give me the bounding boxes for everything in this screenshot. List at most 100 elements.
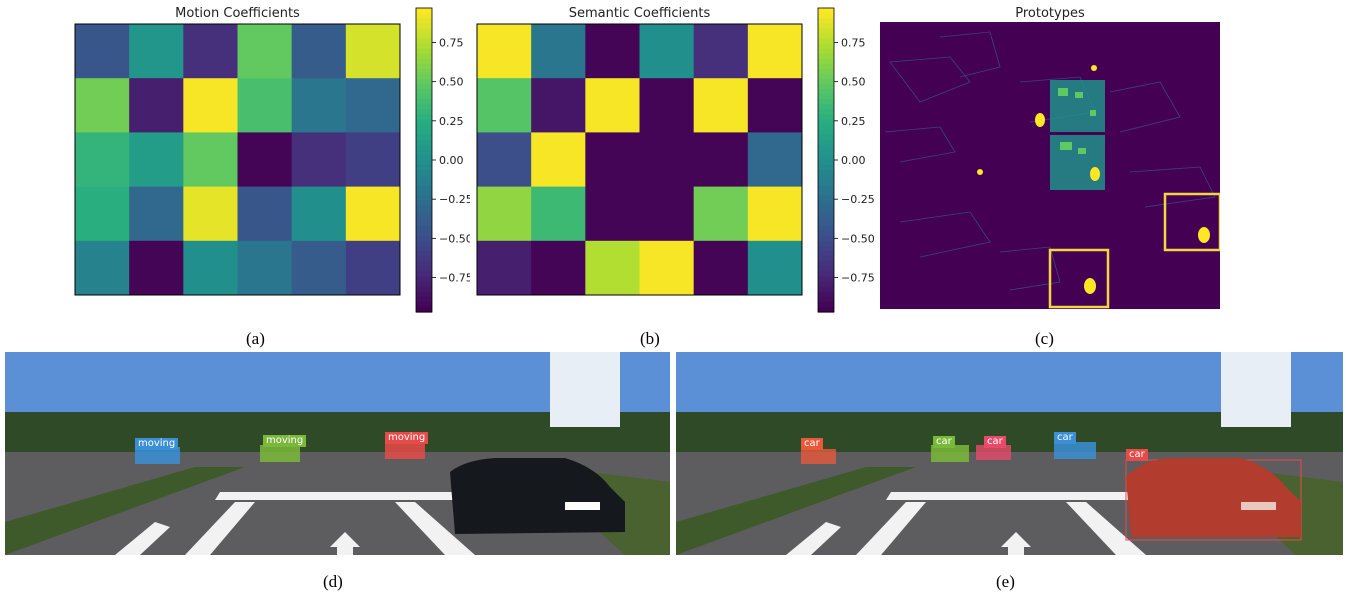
colorbar-segment: [416, 63, 432, 70]
moving-label: moving: [263, 435, 307, 447]
panel-a-title: Motion Coefficients: [175, 6, 300, 21]
colorbar-segment: [818, 33, 834, 39]
colorbar-segment: [818, 48, 834, 55]
heatmap-cell: [183, 132, 238, 188]
heatmap-cell: [345, 132, 401, 188]
heatmap-cell: [639, 24, 695, 79]
moving-label: moving: [385, 432, 429, 444]
colorbar-segment: [416, 205, 432, 212]
colorbar-segment: [818, 210, 834, 217]
colorbar-segment: [416, 165, 432, 171]
heatmap-cell: [747, 240, 803, 296]
heatmap-cell: [477, 240, 532, 296]
colorbar-segment: [818, 185, 834, 191]
heatmap-cell: [693, 24, 749, 79]
colorbar-segment: [416, 190, 432, 197]
colorbar-segment: [416, 180, 432, 186]
colorbar-segment: [416, 84, 432, 90]
colorbar-segment: [818, 139, 834, 146]
colorbar-tick-label: 0.25: [439, 115, 464, 128]
heatmap-cell: [237, 78, 293, 133]
colorbar-segment: [818, 281, 834, 288]
colorbar-tick-label: 0.25: [841, 115, 866, 128]
heatmap-cell: [291, 186, 347, 242]
caption-b: (b): [640, 329, 660, 348]
colorbar-tick-label: 0.75: [841, 36, 866, 49]
colorbar-segment: [818, 246, 834, 252]
heatmap-cell: [345, 78, 401, 133]
moving-label: moving: [135, 438, 179, 450]
colorbar-segment: [416, 251, 432, 257]
heatmap-cell: [477, 132, 532, 188]
semantic-coefficients-heatmap: 0.75 0.50 0.25 0.00 −0.25 −0.50 −0.75: [476, 7, 875, 313]
colorbar-segment: [818, 53, 834, 60]
colorbar-segment: [818, 276, 834, 283]
colorbar-segment: [818, 144, 834, 151]
colorbar-segment: [416, 129, 432, 136]
colorbar-segment: [818, 291, 834, 298]
colorbar-segment: [818, 119, 834, 126]
colorbar-segment: [818, 200, 834, 207]
colorbar-segment: [416, 119, 432, 126]
colorbar-segment: [818, 149, 834, 156]
colorbar-segment: [818, 124, 834, 131]
heatmap-cell: [75, 240, 130, 296]
colorbar-segment: [416, 28, 432, 34]
heatmap-cell: [477, 78, 532, 133]
colorbar-segment: [416, 185, 432, 191]
prototypes-image: [880, 22, 1220, 309]
colorbar-segment: [416, 286, 432, 293]
colorbar-segment: [416, 296, 432, 303]
colorbar-segment: [416, 271, 432, 278]
caption-d: (d): [323, 572, 343, 591]
colorbar-tick-label: −0.50: [439, 232, 470, 245]
colorbar-segment: [818, 175, 834, 181]
colorbar-segment: [818, 170, 834, 176]
colorbar-tick-label: 0.50: [439, 76, 464, 89]
heatmap-cell: [345, 186, 401, 242]
scene-image-motion: moving moving moving: [5, 352, 670, 555]
heatmap-cell: [291, 24, 347, 79]
colorbar-segment: [818, 114, 834, 121]
colorbar-segment: [818, 104, 834, 110]
colorbar-tick-label: −0.75: [841, 272, 875, 285]
colorbar-segment: [818, 28, 834, 34]
colorbar-tick-label: 0.00: [439, 154, 464, 167]
colorbar-segment: [416, 53, 432, 60]
caption-e: (e): [996, 572, 1015, 591]
colorbar-segment: [416, 99, 432, 105]
colorbar-segment: [818, 154, 834, 161]
colorbar-segment: [416, 38, 432, 45]
heatmap-cell: [129, 132, 184, 188]
heatmap-cell: [585, 240, 640, 296]
heatmap-cell: [639, 240, 695, 296]
heatmap-cell: [237, 132, 293, 188]
heatmap-cell: [585, 78, 640, 133]
heatmap-cell: [75, 186, 130, 242]
heatmap-cell: [183, 186, 238, 242]
colorbar-segment: [818, 225, 834, 232]
colorbar-segment: [818, 205, 834, 212]
heatmap-cell: [639, 186, 695, 242]
colorbar-segment: [818, 23, 834, 29]
colorbar-segment: [818, 58, 834, 65]
colorbar-segment: [818, 261, 834, 267]
colorbar-segment: [416, 134, 432, 141]
heatmap-cell: [747, 186, 803, 242]
colorbar-segment: [416, 225, 432, 232]
colorbar-segment: [416, 104, 432, 110]
colorbar-segment: [416, 114, 432, 121]
colorbar-segment: [416, 230, 432, 237]
heatmap-cell: [639, 132, 695, 188]
colorbar-segment: [416, 291, 432, 298]
colorbar-segment: [416, 78, 432, 85]
heatmap-cell: [291, 132, 347, 188]
colorbar-segment: [818, 266, 834, 273]
colorbar-segment: [416, 139, 432, 146]
colorbar-segment: [818, 301, 834, 308]
caption-a: (a): [246, 329, 265, 348]
heatmap-cell: [291, 78, 347, 133]
heatmap-cell: [237, 24, 293, 79]
colorbar-segment: [416, 109, 432, 115]
colorbar-segment: [818, 220, 834, 227]
